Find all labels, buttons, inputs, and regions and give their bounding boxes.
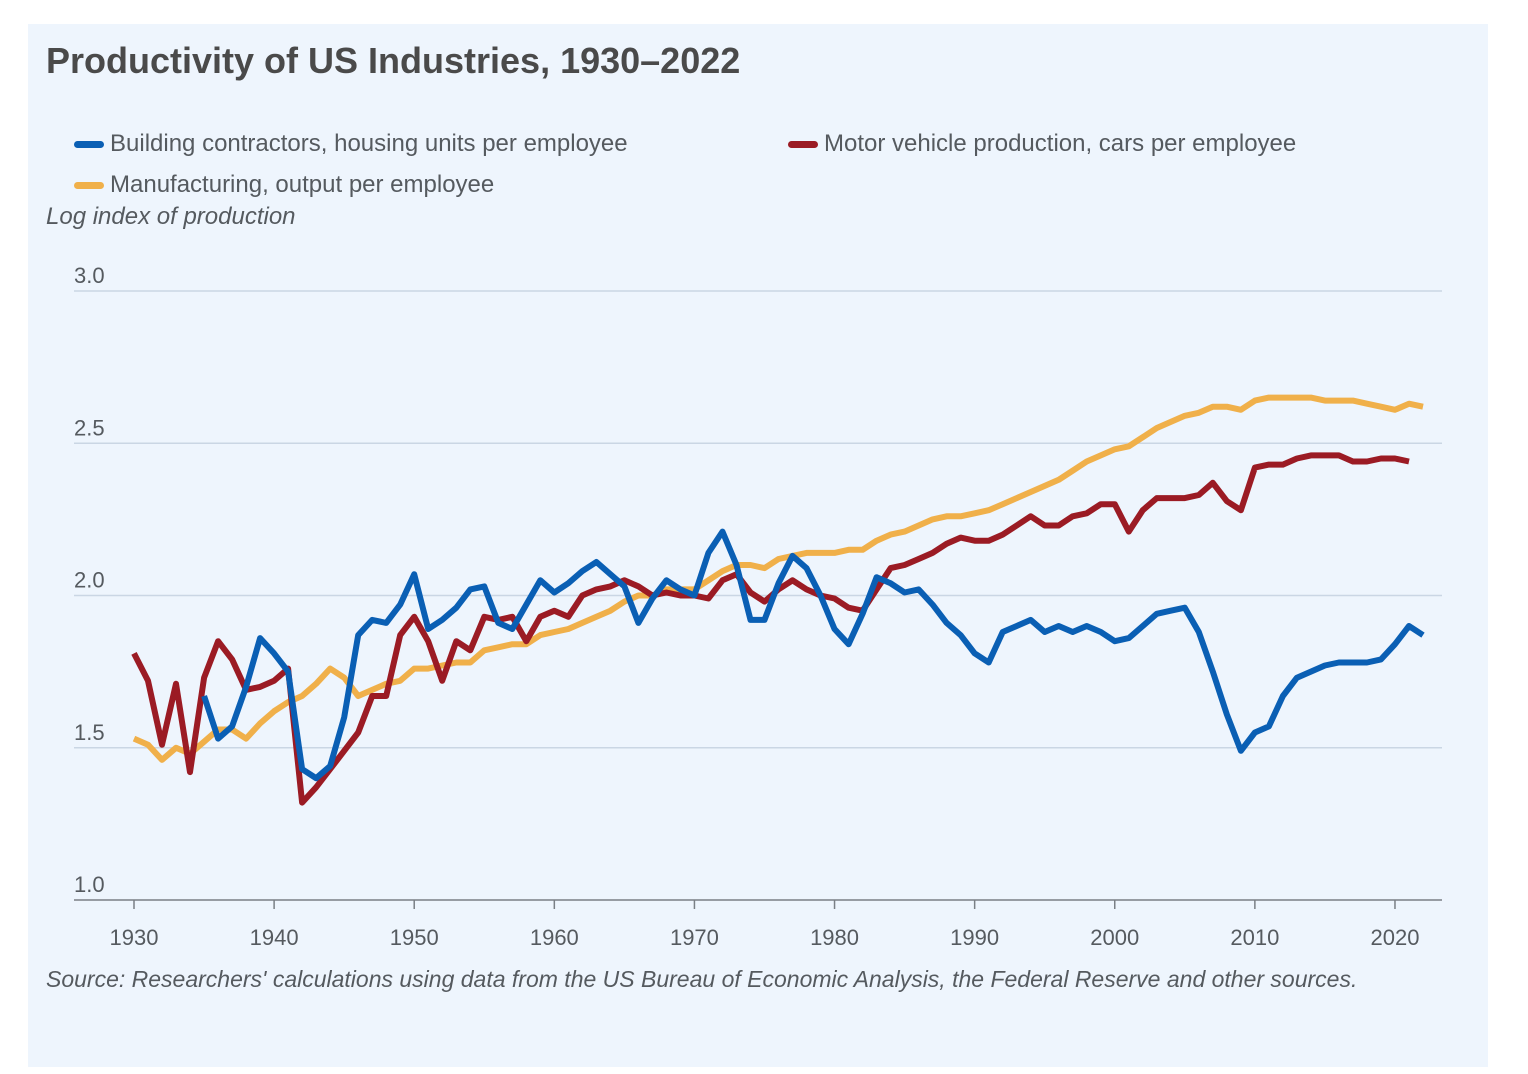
y-tick-label: 2.0: [74, 568, 105, 593]
legend-swatch-motor-vehicle: [788, 140, 818, 148]
x-tick-label: 1940: [250, 925, 299, 950]
series-line-building-contractors: [201, 528, 1425, 782]
chart-title: Productivity of US Industries, 1930–2022: [46, 40, 741, 81]
y-tick-label: 1.0: [74, 872, 105, 897]
legend-item-motor-vehicle: Motor vehicle production, cars per emplo…: [788, 130, 1296, 158]
y-axis-label: Log index of production: [46, 203, 296, 230]
x-tick-label: 1990: [950, 925, 999, 950]
y-tick-label: 2.5: [74, 415, 105, 440]
legend-item-building-contractors: Building contractors, housing units per …: [74, 130, 628, 158]
legend-swatch-manufacturing: [74, 181, 104, 189]
source-note: Source: Researchers' calculations using …: [46, 966, 1358, 992]
x-tick-label: 1960: [530, 925, 579, 950]
y-tick-label: 3.0: [74, 263, 105, 288]
y-tick-label: 1.5: [74, 720, 105, 745]
legend-swatch-building-contractors: [74, 140, 104, 148]
x-tick-label: 2010: [1230, 925, 1279, 950]
x-tick-label: 1950: [390, 925, 439, 950]
legend-label-building-contractors: Building contractors, housing units per …: [110, 130, 628, 157]
chart-panel: [28, 24, 1488, 1067]
x-tick-label: 2020: [1371, 925, 1420, 950]
series-line-motor-vehicle: [131, 452, 1410, 806]
x-tick-label: 1980: [810, 925, 859, 950]
x-tick-label: 1930: [110, 925, 159, 950]
legend-label-manufacturing: Manufacturing, output per employee: [110, 171, 495, 198]
legend-item-manufacturing: Manufacturing, output per employee: [74, 171, 494, 199]
x-tick-label: 1970: [670, 925, 719, 950]
x-tick-label: 2000: [1090, 925, 1139, 950]
legend-label-motor-vehicle: Motor vehicle production, cars per emplo…: [824, 130, 1297, 157]
